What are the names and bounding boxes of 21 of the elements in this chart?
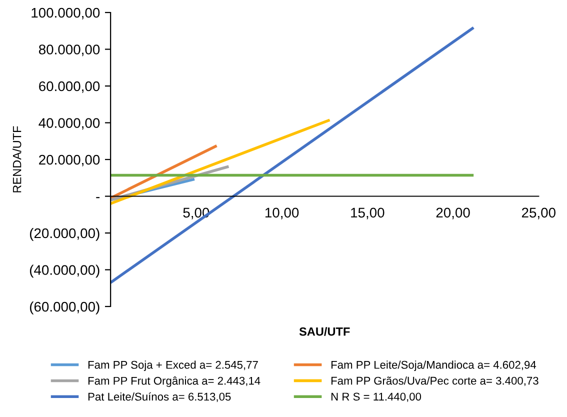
x-tick-label: 25,00 bbox=[522, 208, 556, 220]
legend-label: Fam PP Grãos/Uva/Pec corte a= 3.400,73 bbox=[331, 376, 538, 386]
legend-label: N R S = 11.440,00 bbox=[331, 392, 422, 402]
x-tick-label: 15,00 bbox=[351, 208, 384, 220]
y-tick-label: - bbox=[96, 197, 100, 198]
legend-label: Fam PP Leite/Soja/Mandioca a= 4.602,94 bbox=[331, 360, 536, 371]
y-tick-label: 100.000,00 bbox=[32, 8, 100, 20]
x-tick-label: 10,00 bbox=[265, 208, 299, 220]
y-tick-label: (40.000,00) bbox=[30, 264, 100, 278]
x-axis-title: SAU/UTF bbox=[299, 327, 350, 336]
x-tick-label: 20,00 bbox=[436, 208, 470, 220]
legend-label: Fam PP Frut Orgânica a= 2.443,14 bbox=[88, 376, 260, 387]
y-tick-label: 40.000,00 bbox=[38, 118, 100, 130]
y-tick-label: 80.000,00 bbox=[38, 44, 100, 56]
y-tick-label: 20.000,00 bbox=[39, 154, 100, 166]
y-tick-label: 60.000,00 bbox=[39, 81, 100, 93]
y-axis-title: RENDA/UTF bbox=[12, 126, 22, 192]
legend-label: Pat Leite/Suínos a= 6.513,05 bbox=[88, 392, 231, 402]
y-tick-label: (60.000,00) bbox=[30, 301, 100, 314]
legend-label: Fam PP Soja + Exced a= 2.545,77 bbox=[88, 360, 258, 371]
y-tick-label: (20.000,00) bbox=[30, 228, 100, 241]
